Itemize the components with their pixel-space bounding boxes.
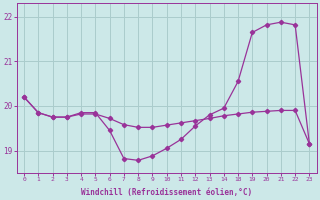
X-axis label: Windchill (Refroidissement éolien,°C): Windchill (Refroidissement éolien,°C) (81, 188, 252, 197)
